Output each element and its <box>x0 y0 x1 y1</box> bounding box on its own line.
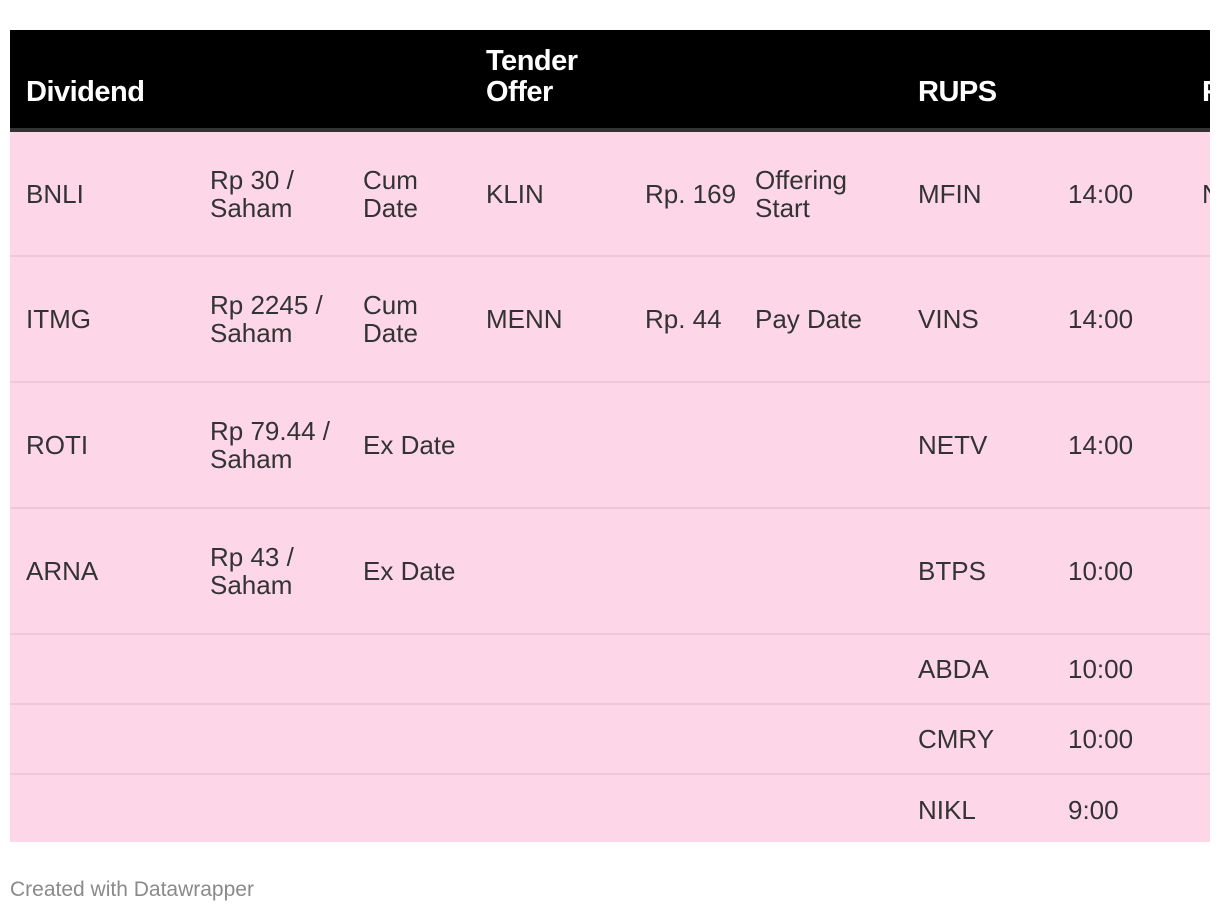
table-cell: Rp. 169 <box>629 130 739 257</box>
datawrapper-table: Dividend Tender Offer RUPS R BNLI Rp 30 … <box>10 30 1210 842</box>
table-cell: Rp 43 / Saham <box>194 508 347 635</box>
table-cell <box>739 508 902 635</box>
table-cell: N <box>1186 130 1210 257</box>
table-cell: ITMG <box>10 256 194 383</box>
table-cell <box>739 382 902 509</box>
table-row: ABDA 10:00 <box>10 634 1210 705</box>
table-cell: 14:00 <box>1052 256 1186 383</box>
table-cell: 10:00 <box>1052 704 1186 775</box>
table-cell <box>629 508 739 635</box>
table-cell <box>194 704 347 775</box>
table-cell <box>194 774 347 842</box>
table-header-row: Dividend Tender Offer RUPS R <box>10 30 1210 132</box>
table-cell: Ex Date <box>347 508 470 635</box>
table-cell: CMRY <box>902 704 1052 775</box>
table-row: ITMG Rp 2245 / Saham Cum Date MENN Rp. 4… <box>10 256 1210 383</box>
table-cell <box>10 774 194 842</box>
table-cell: Rp 79.44 / Saham <box>194 382 347 509</box>
table-cell: Rp. 44 <box>629 256 739 383</box>
table-cell <box>629 634 739 705</box>
table-cell <box>470 382 629 509</box>
table-cell: KLIN <box>470 130 629 257</box>
table-cell: Cum Date <box>347 256 470 383</box>
table-row: BNLI Rp 30 / Saham Cum Date KLIN Rp. 169… <box>10 130 1210 257</box>
table-cell: 9:00 <box>1052 774 1186 842</box>
table-cell: ABDA <box>902 634 1052 705</box>
header-tender-offer: Tender Offer <box>470 30 629 132</box>
table-cell: Rp 2245 / Saham <box>194 256 347 383</box>
table-cell <box>1186 774 1210 842</box>
header-blank <box>347 30 470 132</box>
table-cell <box>347 704 470 775</box>
table-cell: ARNA <box>10 508 194 635</box>
table-cell: ROTI <box>10 382 194 509</box>
table-cell <box>629 704 739 775</box>
table-cell <box>1186 704 1210 775</box>
table-cell <box>470 634 629 705</box>
table-cell <box>1186 634 1210 705</box>
header-dividend: Dividend <box>10 30 194 132</box>
table-cell: MENN <box>470 256 629 383</box>
table-cell: 14:00 <box>1052 130 1186 257</box>
table-row: ROTI Rp 79.44 / Saham Ex Date NETV 14:00 <box>10 382 1210 509</box>
header-blank <box>194 30 347 132</box>
table-cell <box>739 774 902 842</box>
table-cell: MFIN <box>902 130 1052 257</box>
table-cell: 10:00 <box>1052 634 1186 705</box>
table-cell: Offering Start <box>739 130 902 257</box>
table-cell: BTPS <box>902 508 1052 635</box>
table-cell <box>470 704 629 775</box>
table-cell: VINS <box>902 256 1052 383</box>
table-cell <box>470 508 629 635</box>
table-cell <box>1186 508 1210 635</box>
table-cell: BNLI <box>10 130 194 257</box>
table-cell: 14:00 <box>1052 382 1186 509</box>
table-cell <box>347 634 470 705</box>
table-cell <box>1186 256 1210 383</box>
table-cell <box>629 382 739 509</box>
header-blank <box>1052 30 1186 132</box>
table-cell: Pay Date <box>739 256 902 383</box>
table-cell: Cum Date <box>347 130 470 257</box>
table-cell <box>739 634 902 705</box>
header-rups: RUPS <box>902 30 1052 132</box>
table-row: CMRY 10:00 <box>10 704 1210 775</box>
table-cell <box>10 704 194 775</box>
header-truncated: R <box>1186 30 1210 132</box>
table-cell <box>347 774 470 842</box>
table-row: NIKL 9:00 <box>10 774 1210 842</box>
table-cell: Rp 30 / Saham <box>194 130 347 257</box>
header-blank <box>739 30 902 132</box>
table-cell <box>470 774 629 842</box>
footer-credit: Created with Datawrapper <box>10 878 254 901</box>
table-cell: NIKL <box>902 774 1052 842</box>
table-cell <box>739 704 902 775</box>
table-cell <box>10 634 194 705</box>
table-cell <box>194 634 347 705</box>
header-blank <box>629 30 739 132</box>
table-cell: NETV <box>902 382 1052 509</box>
table-cell: 10:00 <box>1052 508 1186 635</box>
table-cell <box>629 774 739 842</box>
corporate-actions-table: Dividend Tender Offer RUPS R BNLI Rp 30 … <box>10 30 1210 842</box>
table-row: ARNA Rp 43 / Saham Ex Date BTPS 10:00 <box>10 508 1210 635</box>
table-cell <box>1186 382 1210 509</box>
table-cell: Ex Date <box>347 382 470 509</box>
